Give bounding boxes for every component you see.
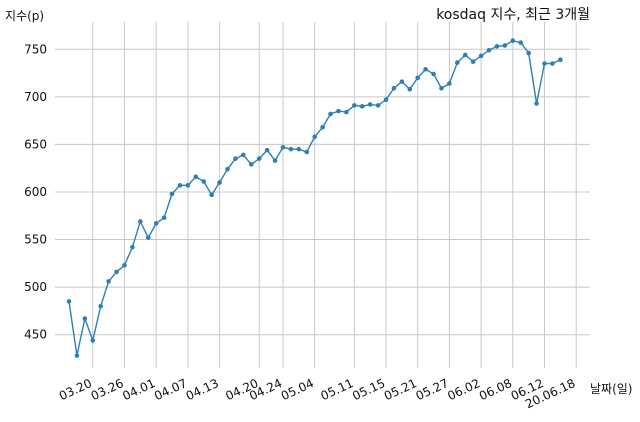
data-point: [526, 50, 531, 56]
y-tick-label: 550: [24, 233, 47, 247]
data-point: [423, 66, 428, 72]
data-point: [470, 59, 476, 64]
data-point: [82, 316, 88, 321]
data-point: [415, 75, 421, 81]
data-point: [233, 156, 238, 161]
y-tick-label: 500: [24, 280, 47, 294]
data-point: [169, 191, 175, 197]
grid: [55, 22, 590, 368]
y-tick-label: 450: [24, 328, 47, 342]
data-point: [248, 162, 254, 167]
data-point: [90, 338, 96, 343]
data-point: [439, 85, 444, 91]
y-tick-label: 750: [24, 42, 47, 56]
data-point: [66, 299, 72, 304]
data-point: [367, 102, 373, 107]
data-point: [74, 353, 80, 358]
y-axis-label: 지수(p): [5, 9, 44, 23]
data-point: [359, 104, 365, 109]
series-kosdaq: [66, 38, 563, 358]
data-point: [217, 180, 222, 185]
data-point: [320, 124, 325, 130]
data-point: [336, 108, 341, 114]
data-point: [383, 97, 389, 102]
data-point: [352, 103, 357, 108]
chart-title: kosdaq 지수, 최근 3개월: [436, 7, 590, 23]
data-point: [241, 152, 246, 158]
data-point: [280, 144, 286, 150]
data-point: [185, 183, 191, 188]
data-point: [161, 215, 167, 220]
data-point: [138, 219, 143, 224]
data-point: [225, 166, 230, 172]
data-point: [558, 57, 563, 63]
data-point: [304, 149, 310, 155]
data-point: [98, 303, 103, 309]
data-point: [399, 79, 405, 84]
data-point: [201, 179, 207, 184]
data-point: [264, 147, 270, 153]
x-tick-label: 04.13: [184, 376, 221, 403]
data-point: [328, 111, 333, 117]
data-point: [447, 81, 452, 86]
data-point: [344, 109, 349, 115]
data-point: [494, 44, 500, 49]
x-tick-label: 05.04: [279, 376, 316, 403]
data-point: [130, 244, 135, 250]
y-tick-label: 600: [24, 185, 47, 199]
data-point: [431, 71, 436, 77]
data-point: [478, 53, 484, 59]
x-axis-label: 날짜(일): [590, 382, 632, 396]
data-point: [502, 43, 508, 48]
data-point: [486, 47, 492, 53]
data-point: [391, 85, 397, 91]
data-point: [177, 183, 183, 188]
data-point: [209, 192, 214, 198]
data-point: [114, 269, 119, 275]
data-point: [272, 158, 278, 163]
data-point: [375, 103, 381, 108]
data-point: [122, 262, 127, 268]
data-point: [296, 146, 302, 152]
data-point: [518, 40, 524, 45]
data-point: [193, 174, 199, 180]
data-point: [145, 235, 151, 240]
data-point: [153, 221, 159, 226]
data-point: [312, 134, 317, 140]
data-point: [106, 279, 111, 284]
y-tick-label: 700: [24, 90, 47, 104]
data-point: [288, 146, 294, 152]
data-point: [407, 86, 413, 92]
y-tick-label: 650: [24, 137, 47, 151]
data-point: [462, 52, 468, 58]
data-point: [534, 101, 539, 106]
data-point: [455, 60, 460, 65]
data-point: [256, 156, 262, 161]
data-point: [550, 61, 555, 66]
data-point: [542, 61, 547, 66]
y-axis-ticks: 450 500 550 600 650 700 750: [24, 42, 47, 341]
data-point: [510, 38, 516, 44]
